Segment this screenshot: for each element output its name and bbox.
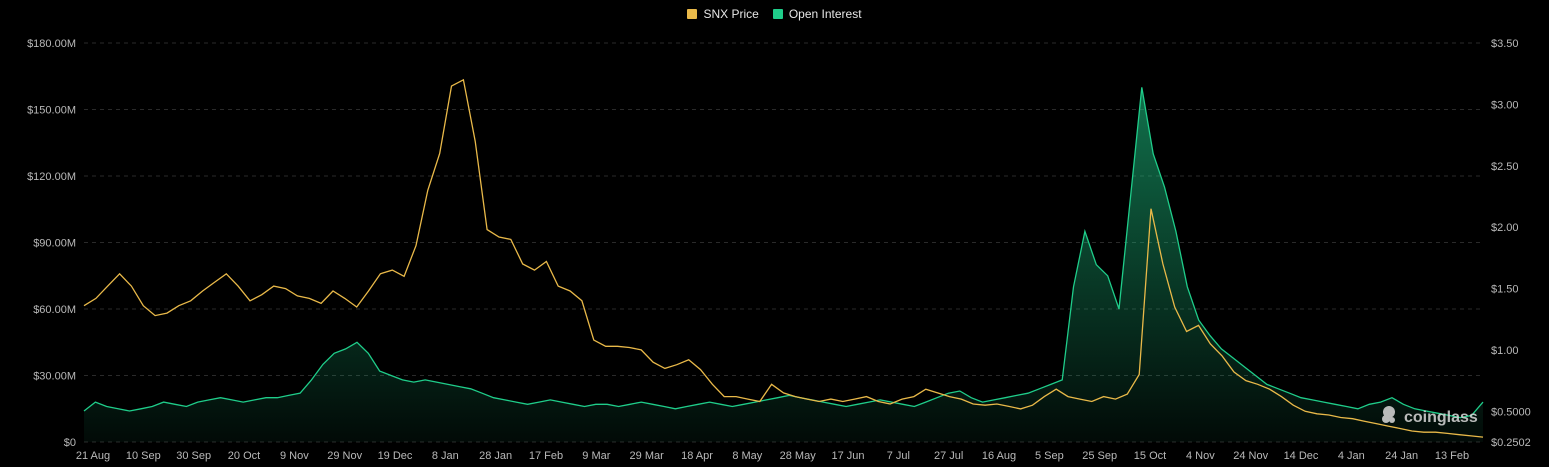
x-tick-label: 20 Oct — [228, 450, 260, 462]
y-right-tick-label: $3.50 — [1491, 38, 1519, 50]
y-axis-right: $0.2502 $0.5000 $1.00 $1.50 $2.00 $2.50 $3.00 $… — [1491, 38, 1531, 449]
x-axis: 21 Aug 10 Sep 30 Sep 20 Oct 9 Nov 29 Nov 19 De… — [76, 450, 1469, 462]
legend-item-snx-price[interactable]: SNX Price — [687, 7, 759, 21]
y-left-tick-label: $150.00M — [27, 105, 76, 117]
x-tick-label: 17 Feb — [529, 450, 563, 462]
legend-label-open-interest: Open Interest — [788, 7, 862, 21]
x-tick-label: 15 Oct — [1134, 450, 1166, 462]
grid-lines — [84, 42, 1483, 443]
x-tick-label: 13 Feb — [1435, 450, 1469, 462]
y-right-tick-label: $2.50 — [1491, 161, 1519, 173]
x-tick-label: 5 Sep — [1035, 450, 1064, 462]
x-tick-label: 27 Jul — [934, 450, 963, 462]
x-tick-label: 8 May — [732, 450, 762, 462]
x-tick-label: 28 May — [780, 450, 817, 462]
x-tick-label: 29 Nov — [327, 450, 362, 462]
y-left-tick-label: $90.00M — [33, 238, 76, 250]
x-tick-label: 17 Jun — [831, 450, 864, 462]
x-tick-label: 4 Jan — [1338, 450, 1365, 462]
x-tick-label: 28 Jan — [479, 450, 512, 462]
legend-swatch-open-interest — [772, 9, 783, 19]
x-tick-label: 21 Aug — [76, 450, 110, 462]
x-tick-label: 10 Sep — [126, 450, 161, 462]
legend-item-open-interest[interactable]: Open Interest — [772, 7, 862, 21]
y-axis-left: $0 $30.00M $60.00M $90.00M $120.00M $150.00M $… — [27, 38, 76, 449]
y-right-tick-label: $1.00 — [1491, 345, 1519, 357]
x-tick-label: 18 Apr — [681, 450, 713, 462]
y-right-tick-label: $1.50 — [1491, 284, 1519, 296]
x-tick-label: 7 Jul — [887, 450, 910, 462]
x-tick-label: 16 Aug — [982, 450, 1016, 462]
x-tick-label: 8 Jan — [432, 450, 459, 462]
coinglass-watermark: coinglass — [1378, 404, 1478, 431]
x-tick-label: 9 Nov — [280, 450, 309, 462]
x-tick-label: 24 Jan — [1385, 450, 1418, 462]
x-tick-label: 25 Sep — [1082, 450, 1117, 462]
legend-swatch-snx-price — [687, 9, 698, 19]
x-tick-label: 29 Mar — [630, 450, 665, 462]
y-left-tick-label: $0 — [64, 437, 76, 449]
x-tick-label: 30 Sep — [176, 450, 211, 462]
y-left-tick-label: $30.00M — [33, 371, 76, 383]
open-interest-line — [83, 87, 1484, 419]
y-right-tick-label: $0.2502 — [1491, 437, 1531, 449]
chart-legend: SNX Price Open Interest — [0, 7, 1549, 21]
snx-price-line — [83, 78, 1484, 438]
legend-label-snx-price: SNX Price — [703, 7, 759, 21]
y-right-tick-label: $2.00 — [1491, 222, 1519, 234]
x-tick-label: 19 Dec — [378, 450, 413, 462]
y-left-tick-label: $120.00M — [27, 171, 76, 183]
x-tick-label: 9 Mar — [582, 450, 610, 462]
x-tick-label: 4 Nov — [1186, 450, 1215, 462]
y-left-tick-label: $60.00M — [33, 304, 76, 316]
series-layer — [83, 78, 1484, 443]
watermark-text: coinglass — [1404, 408, 1478, 426]
open-interest-area — [84, 87, 1483, 443]
y-right-tick-label: $3.00 — [1491, 99, 1519, 111]
y-right-tick-label: $0.5000 — [1491, 406, 1531, 418]
x-tick-label: 24 Nov — [1233, 450, 1268, 462]
coinglass-logo-icon — [1378, 404, 1400, 431]
x-tick-label: 14 Dec — [1284, 450, 1319, 462]
y-left-tick-label: $180.00M — [27, 38, 76, 50]
